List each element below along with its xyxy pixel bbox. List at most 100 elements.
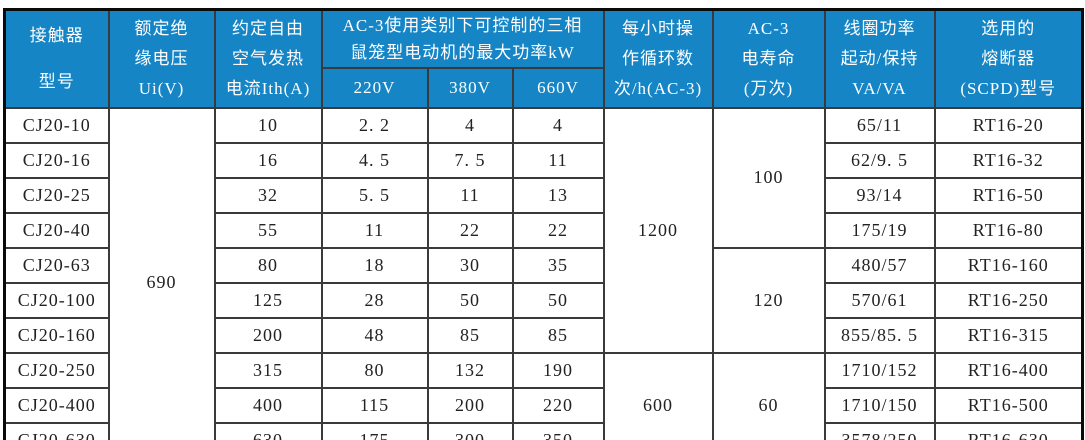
cell-kw380: 7. 5 bbox=[426, 141, 514, 179]
cell-kw380: 300 bbox=[426, 421, 514, 440]
cell-kw660: 85 bbox=[511, 316, 605, 354]
cell-fuse: RT16-80 bbox=[933, 211, 1084, 249]
cell-ith: 16 bbox=[213, 141, 323, 179]
cell-ith: 10 bbox=[213, 106, 323, 144]
cell-kw220: 80 bbox=[320, 351, 429, 389]
header-line: 作循环数 bbox=[622, 48, 694, 68]
header-line: AC-3使用类别下可控制的三相 bbox=[342, 15, 583, 35]
cell-coil: 1710/150 bbox=[823, 386, 936, 424]
table-row: CJ20-63 80 18 30 35 120 480/57 RT16-160 bbox=[3, 246, 1084, 354]
cell-life-120: 120 bbox=[711, 246, 826, 354]
cell-model: CJ20-160 bbox=[3, 316, 110, 354]
cell-fuse: RT16-315 bbox=[933, 316, 1084, 354]
header-line: (SCPD)型号 bbox=[960, 78, 1057, 98]
table-row: CJ20-100 125 28 50 50 570/61 RT16-250 bbox=[3, 281, 1084, 319]
header-line: 起动/保持 bbox=[840, 48, 919, 68]
cell-fuse: RT16-32 bbox=[933, 141, 1084, 179]
cell-kw380: 22 bbox=[426, 211, 514, 249]
header-ac3-title: AC-3使用类别下可控制的三相 鼠笼型电动机的最大功率kW bbox=[320, 8, 605, 69]
header-line: 接触器 bbox=[29, 25, 84, 45]
cell-ith: 55 bbox=[213, 211, 323, 249]
cell-model: CJ20-10 bbox=[3, 106, 110, 144]
header-model: 接触器 型号 bbox=[3, 8, 110, 109]
header-660v: 660V bbox=[511, 66, 605, 109]
cell-ith: 80 bbox=[213, 246, 323, 284]
contactor-spec-table: 接触器 型号 额定绝 缘电压 Ui(V) 约定自由 空气发热 电流Ith(A) … bbox=[3, 8, 1084, 440]
header-line: 熔断器 bbox=[981, 48, 1036, 68]
cell-fuse: RT16-630 bbox=[933, 421, 1084, 440]
table-row: CJ20-25 32 5. 5 11 13 93/14 RT16-50 bbox=[3, 176, 1084, 214]
cell-kw220: 115 bbox=[320, 386, 429, 424]
header-cycles: 每小时操 作循环数 次/h(AC-3) bbox=[602, 8, 714, 109]
header-line: 鼠笼型电动机的最大功率kW bbox=[350, 42, 575, 62]
header-coil: 线圈功率 起动/保持 VA/VA bbox=[823, 8, 936, 109]
header-line: 型号 bbox=[38, 71, 75, 91]
header-line: 电寿命 bbox=[741, 48, 796, 68]
cell-model: CJ20-100 bbox=[3, 281, 110, 319]
cell-kw660: 220 bbox=[511, 386, 605, 424]
cell-kw660: 13 bbox=[511, 176, 605, 214]
cell-kw660: 11 bbox=[511, 141, 605, 179]
cell-model: CJ20-250 bbox=[3, 351, 110, 389]
cell-model: CJ20-40 bbox=[3, 211, 110, 249]
cell-cycles-1200: 1200 bbox=[602, 106, 714, 354]
table-row: CJ20-40 55 11 22 22 175/19 RT16-80 bbox=[3, 211, 1084, 249]
cell-model: CJ20-25 bbox=[3, 176, 110, 214]
header-line: 额定绝 bbox=[134, 18, 189, 38]
cell-coil: 175/19 bbox=[823, 211, 936, 249]
cell-fuse: RT16-250 bbox=[933, 281, 1084, 319]
cell-life-60: 60 bbox=[711, 351, 826, 440]
cell-coil: 93/14 bbox=[823, 176, 936, 214]
cell-fuse: RT16-50 bbox=[933, 176, 1084, 214]
cell-model: CJ20-16 bbox=[3, 141, 110, 179]
cell-ith: 630 bbox=[213, 421, 323, 440]
header-380v: 380V bbox=[426, 66, 514, 109]
header-line: VA/VA bbox=[852, 78, 907, 98]
cell-life-100: 100 bbox=[711, 106, 826, 249]
cell-kw380: 11 bbox=[426, 176, 514, 214]
header-fuse: 选用的 熔断器 (SCPD)型号 bbox=[933, 8, 1084, 109]
table-row: CJ20-400 400 115 200 220 1710/150 RT16-5… bbox=[3, 386, 1084, 424]
cell-kw220: 175 bbox=[320, 421, 429, 440]
cell-fuse: RT16-500 bbox=[933, 386, 1084, 424]
header-line: 次/h(AC-3) bbox=[613, 78, 703, 98]
cell-cycles-600: 600 bbox=[602, 351, 714, 440]
cell-ui-merged: 690 bbox=[107, 106, 216, 440]
cell-kw660: 4 bbox=[511, 106, 605, 144]
cell-kw660: 190 bbox=[511, 351, 605, 389]
header-line: 空气发热 bbox=[232, 48, 304, 68]
cell-model: CJ20-400 bbox=[3, 386, 110, 424]
header-220v: 220V bbox=[320, 66, 429, 109]
cell-coil: 62/9. 5 bbox=[823, 141, 936, 179]
cell-model: CJ20-630 bbox=[3, 421, 110, 440]
header-life: AC-3 电寿命 (万次) bbox=[711, 8, 826, 109]
cell-coil: 1710/152 bbox=[823, 351, 936, 389]
header-line: 线圈功率 bbox=[843, 18, 916, 38]
cell-kw660: 22 bbox=[511, 211, 605, 249]
cell-kw380: 132 bbox=[426, 351, 514, 389]
header-line: Ui(V) bbox=[138, 78, 185, 98]
cell-kw220: 48 bbox=[320, 316, 429, 354]
cell-kw380: 4 bbox=[426, 106, 514, 144]
cell-kw220: 11 bbox=[320, 211, 429, 249]
cell-kw220: 18 bbox=[320, 246, 429, 284]
cell-kw660: 350 bbox=[511, 421, 605, 440]
cell-fuse: RT16-160 bbox=[933, 246, 1084, 284]
cell-coil: 65/11 bbox=[823, 106, 936, 144]
cell-kw380: 30 bbox=[426, 246, 514, 284]
cell-kw220: 28 bbox=[320, 281, 429, 319]
cell-kw380: 50 bbox=[426, 281, 514, 319]
table-row: CJ20-630 630 175 300 350 3578/250 RT16-6… bbox=[3, 421, 1084, 440]
cell-kw380: 200 bbox=[426, 386, 514, 424]
cell-kw220: 4. 5 bbox=[320, 141, 429, 179]
cell-kw220: 2. 2 bbox=[320, 106, 429, 144]
cell-ith: 315 bbox=[213, 351, 323, 389]
header-line: 缘电压 bbox=[134, 48, 189, 68]
cell-ith: 32 bbox=[213, 176, 323, 214]
cell-kw660: 35 bbox=[511, 246, 605, 284]
cell-coil: 570/61 bbox=[823, 281, 936, 319]
table-row: CJ20-250 315 80 132 190 600 60 1710/152 … bbox=[3, 351, 1084, 440]
cell-coil: 480/57 bbox=[823, 246, 936, 284]
header-ui: 额定绝 缘电压 Ui(V) bbox=[107, 8, 216, 109]
header-line: 每小时操 bbox=[622, 18, 694, 38]
